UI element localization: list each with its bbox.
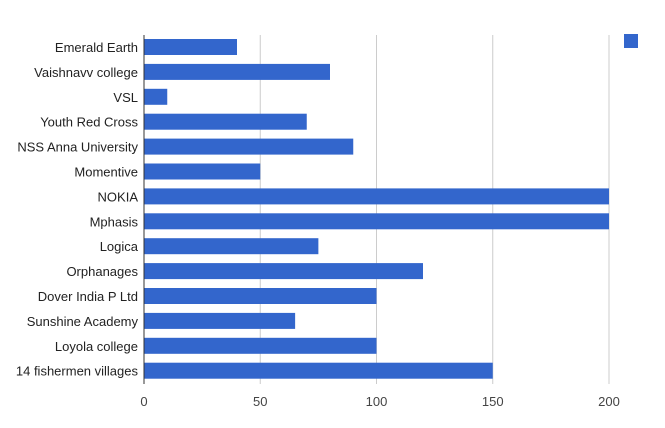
x-tick-label: 150 — [482, 394, 504, 409]
category-label: VSL — [113, 90, 138, 105]
bar — [144, 88, 168, 105]
gridlines — [259, 35, 610, 384]
x-tick-label: 50 — [253, 394, 267, 409]
bar — [144, 238, 319, 255]
bar — [144, 337, 377, 354]
bar — [144, 63, 330, 80]
x-tick-label: 100 — [366, 394, 388, 409]
bar — [144, 263, 423, 280]
bar — [144, 163, 261, 180]
category-label: Mphasis — [90, 214, 139, 229]
x-tick-labels: 0 50 100 150 200 — [140, 394, 619, 409]
category-label: NSS Anna University — [17, 140, 138, 155]
category-label: Logica — [100, 239, 139, 254]
category-label: Loyola college — [55, 339, 138, 354]
category-label: Youth Red Cross — [40, 115, 138, 130]
x-tick-label: 200 — [598, 394, 620, 409]
bar — [144, 362, 493, 379]
bar — [144, 288, 377, 304]
bar — [144, 213, 609, 230]
legend-swatch — [624, 34, 638, 48]
category-label: Dover India P Ltd — [38, 289, 138, 304]
category-label: Vaishnavv college — [34, 65, 138, 80]
category-label: Orphanages — [66, 264, 138, 279]
category-label: 14 fishermen villages — [16, 364, 139, 379]
bar — [144, 113, 307, 130]
category-label: NOKIA — [98, 189, 139, 204]
category-label: Momentive — [74, 165, 138, 180]
category-label: Sunshine Academy — [27, 314, 139, 329]
category-labels: Emerald Earth Vaishnavv college VSL Youth R… — [16, 40, 139, 379]
bar — [144, 138, 354, 155]
bars — [144, 39, 609, 379]
bar — [144, 188, 609, 205]
bar — [144, 39, 237, 55]
bar — [144, 312, 296, 329]
x-tick-label: 0 — [140, 394, 147, 409]
category-label: Emerald Earth — [55, 40, 138, 55]
